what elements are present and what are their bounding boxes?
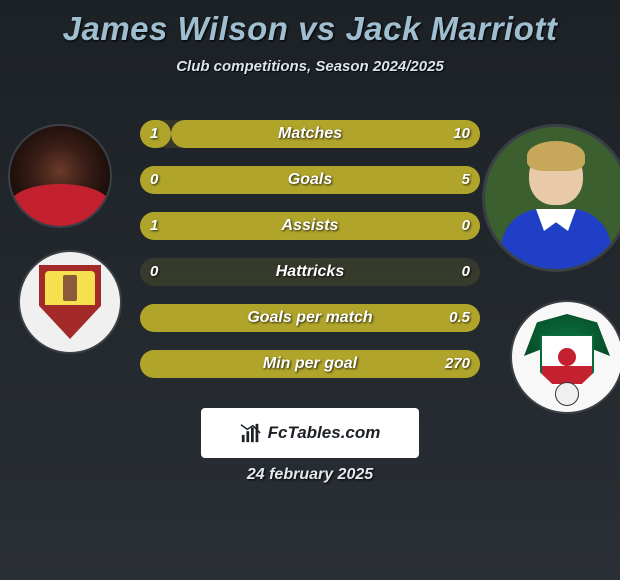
stat-row: 0.5Goals per match xyxy=(140,304,480,332)
stat-label: Hattricks xyxy=(140,258,480,286)
comparison-infographic: James Wilson vs Jack Marriott Club compe… xyxy=(0,0,620,580)
stat-row: 10Assists xyxy=(140,212,480,240)
page-title: James Wilson vs Jack Marriott xyxy=(0,0,620,48)
page-subtitle: Club competitions, Season 2024/2025 xyxy=(0,58,620,75)
stat-row: 110Matches xyxy=(140,120,480,148)
brand-badge: FcTables.com xyxy=(201,408,419,458)
stat-label: Min per goal xyxy=(140,350,480,378)
stats-chart: 110Matches 05Goals 10Assists 00Hattricks 0.5… xyxy=(140,120,480,396)
stat-label: Goals per match xyxy=(140,304,480,332)
date-text: 24 february 2025 xyxy=(0,466,620,484)
stat-row: 00Hattricks xyxy=(140,258,480,286)
club-left-crest xyxy=(18,250,122,354)
stat-label: Goals xyxy=(140,166,480,194)
player-right-photo xyxy=(482,124,620,272)
bar-chart-icon xyxy=(240,422,262,444)
club-right-crest xyxy=(510,300,620,414)
stat-label: Assists xyxy=(140,212,480,240)
stat-row: 270Min per goal xyxy=(140,350,480,378)
stat-row: 05Goals xyxy=(140,166,480,194)
stat-label: Matches xyxy=(140,120,480,148)
player-left-photo xyxy=(8,124,112,228)
brand-text: FcTables.com xyxy=(268,423,381,443)
